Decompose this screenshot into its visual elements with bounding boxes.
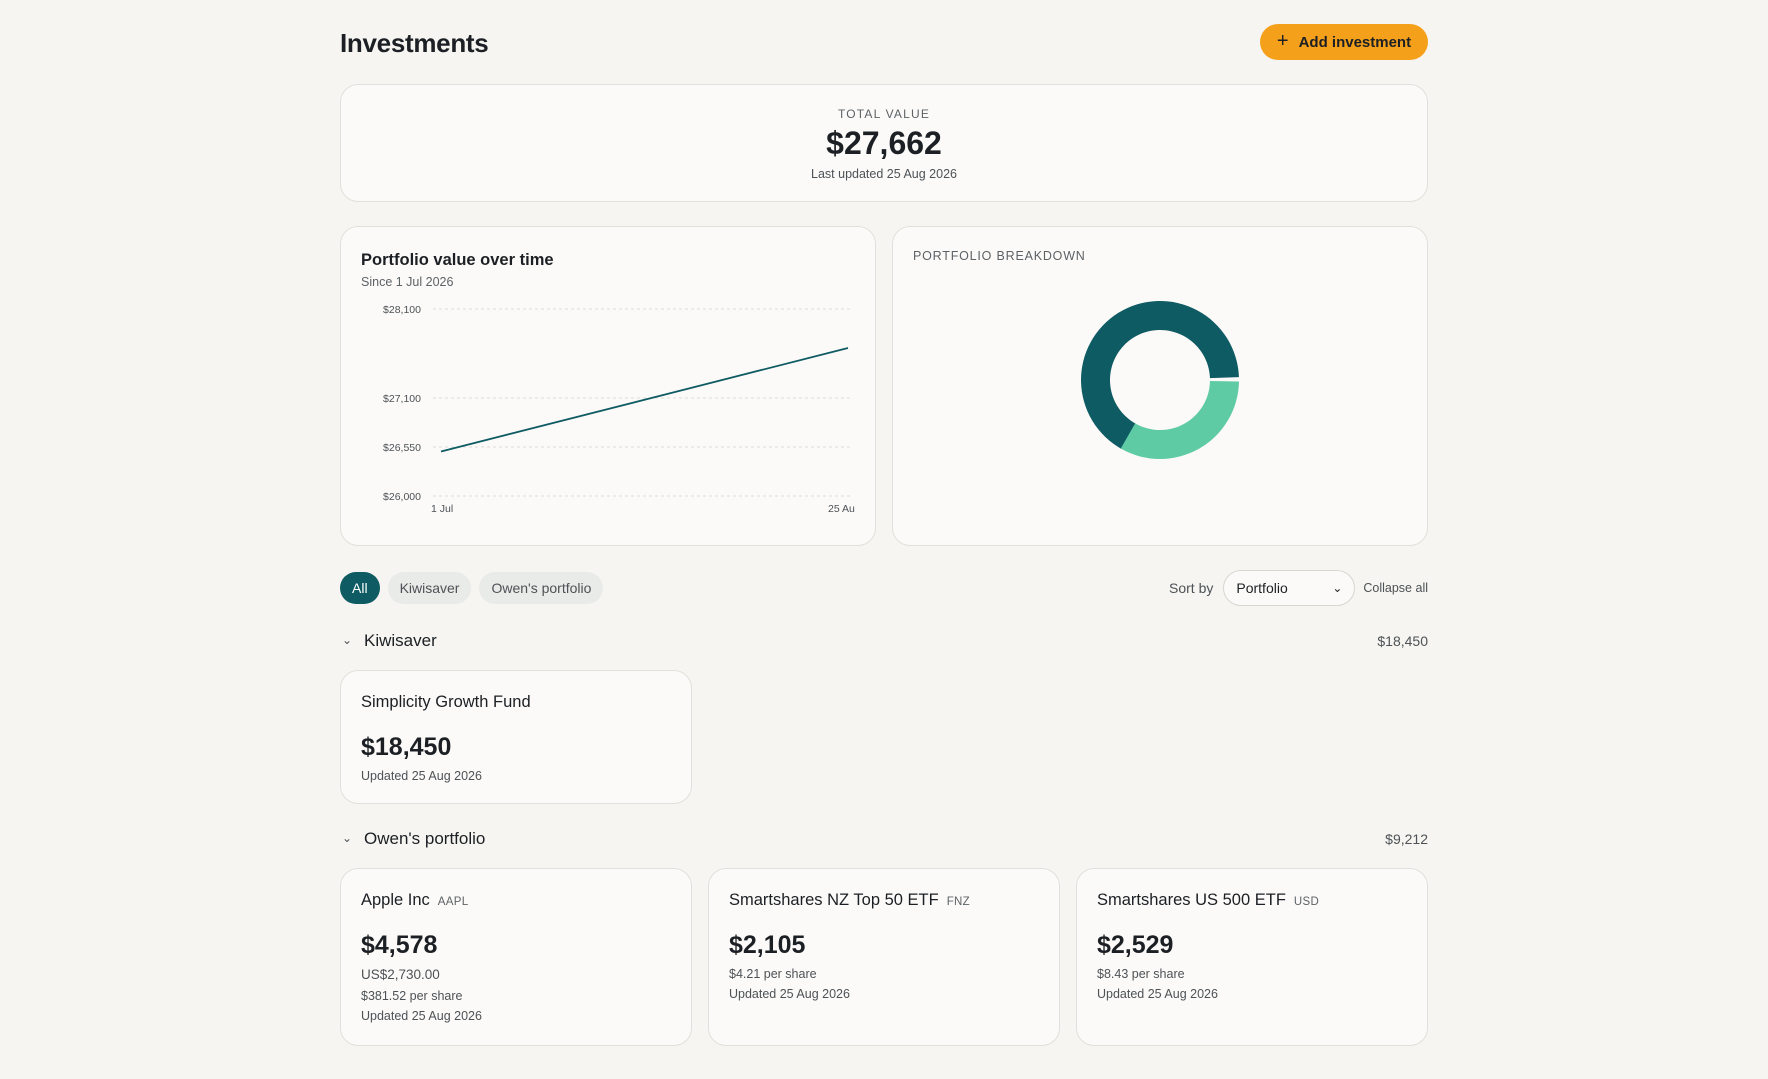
chevron-down-icon: ⌄ xyxy=(342,831,353,845)
investment-value: $2,529 xyxy=(1097,931,1174,959)
investment-name: Smartshares US 500 ETF xyxy=(1097,891,1286,909)
investment-name: Apple Inc xyxy=(361,891,430,909)
collapse-all-button[interactable]: Collapse all xyxy=(1363,581,1428,595)
total-value-amount: $27,662 xyxy=(826,125,942,161)
investment-updated: Updated 25 Aug 2026 xyxy=(1097,987,1218,1001)
filter-chip-all[interactable]: All xyxy=(340,572,380,604)
investment-card-smartshares-us-500[interactable]: Smartshares US 500 ETF USD $2,529 $8.43 … xyxy=(1076,868,1428,1046)
investment-ticker: FNZ xyxy=(946,896,970,908)
investment-value: $4,578 xyxy=(361,931,438,959)
total-value-label: TOTAL VALUE xyxy=(837,107,931,121)
investment-ticker: AAPL xyxy=(437,896,469,908)
investment-ticker: USD xyxy=(1293,896,1320,908)
investment-name: Smartshares NZ Top 50 ETF xyxy=(729,891,939,909)
sort-select[interactable]: Portfolio ⌄ xyxy=(1223,570,1356,606)
y-tick-label: $26,550 xyxy=(383,442,421,454)
sort-controls: Sort by Portfolio ⌄ Collapse all xyxy=(1169,570,1428,606)
sort-label: Sort by xyxy=(1169,580,1214,596)
section-total: $9,212 xyxy=(1385,831,1428,847)
investment-title: Simplicity Growth Fund xyxy=(361,693,531,712)
donut-slice xyxy=(1120,380,1239,459)
investment-per-share: $381.52 per share xyxy=(361,989,463,1003)
chevron-down-icon: ⌄ xyxy=(342,633,353,647)
section-total: $18,450 xyxy=(1377,633,1428,649)
chart-title: Portfolio value over time xyxy=(361,251,554,269)
investment-card-apple-inc[interactable]: Apple Inc AAPL $4,578 US$2,730.00 $381.5… xyxy=(340,868,692,1046)
portfolio-donut-chart xyxy=(1081,301,1239,459)
y-tick-label: $27,100 xyxy=(383,393,421,405)
investment-value: $2,105 xyxy=(729,931,806,959)
investment-name: Simplicity Growth Fund xyxy=(361,693,531,711)
add-investment-label: Add investment xyxy=(1298,33,1412,51)
investment-card-simplicity-growth-fund[interactable]: Simplicity Growth Fund $18,450 Updated 2… xyxy=(340,670,692,804)
filter-chip-owens-portfolio[interactable]: Owen's portfolio xyxy=(479,572,604,604)
investment-per-share: $4.21 per share xyxy=(729,967,817,981)
investment-per-share: $8.43 per share xyxy=(1097,967,1185,981)
portfolio-filter-chips: All Kiwisaver Owen's portfolio xyxy=(340,572,604,604)
chart-subtitle: Since 1 Jul 2026 xyxy=(361,275,454,289)
investment-value: $18,450 xyxy=(361,733,452,761)
sort-selected-value: Portfolio xyxy=(1236,580,1288,596)
portfolio-line-chart: $26,000 $26,550 $27,100 $28,100 1 Jul 25 Au xyxy=(383,304,855,515)
chevron-down-icon: ⌄ xyxy=(1332,581,1343,595)
page-title: Investments xyxy=(340,28,489,58)
portfolio-value-chart-card: Portfolio value over time Since 1 Jul 20… xyxy=(340,226,876,546)
section-name: Owen's portfolio xyxy=(364,829,486,848)
portfolio-breakdown-card: PORTFOLIO BREAKDOWN xyxy=(892,226,1428,546)
donut-slice xyxy=(1081,301,1239,450)
investment-updated: Updated 25 Aug 2026 xyxy=(361,1009,482,1023)
investment-updated: Updated 25 Aug 2026 xyxy=(361,769,482,783)
y-tick-label: $28,100 xyxy=(383,304,421,316)
section-header-kiwisaver[interactable]: ⌄ Kiwisaver $18,450 xyxy=(340,631,1428,655)
section-header-owens-portfolio[interactable]: ⌄ Owen's portfolio $9,212 xyxy=(340,829,1428,853)
x-tick-label: 1 Jul xyxy=(431,503,453,515)
add-investment-button[interactable]: + Add investment xyxy=(1260,24,1428,60)
total-value-card: TOTAL VALUE $27,662 Last updated 25 Aug … xyxy=(340,84,1428,202)
page-header: Investments + Add investment xyxy=(340,22,1428,64)
total-value-updated: Last updated 25 Aug 2026 xyxy=(811,167,957,181)
investment-native-value: US$2,730.00 xyxy=(361,967,440,982)
investment-title: Smartshares NZ Top 50 ETF FNZ xyxy=(729,891,970,910)
investment-title: Smartshares US 500 ETF USD xyxy=(1097,891,1319,910)
x-tick-label: 25 Au xyxy=(828,503,855,515)
y-tick-label: $26,000 xyxy=(383,491,421,503)
filter-chip-kiwisaver[interactable]: Kiwisaver xyxy=(387,572,472,604)
investment-updated: Updated 25 Aug 2026 xyxy=(729,987,850,1001)
investment-card-smartshares-nz-top-50[interactable]: Smartshares NZ Top 50 ETF FNZ $2,105 $4.… xyxy=(708,868,1060,1046)
plus-icon: + xyxy=(1276,30,1289,52)
section-name: Kiwisaver xyxy=(364,631,437,650)
portfolio-value-line xyxy=(440,347,849,453)
investment-title: Apple Inc AAPL xyxy=(361,891,468,910)
breakdown-label: PORTFOLIO BREAKDOWN xyxy=(913,249,1086,263)
